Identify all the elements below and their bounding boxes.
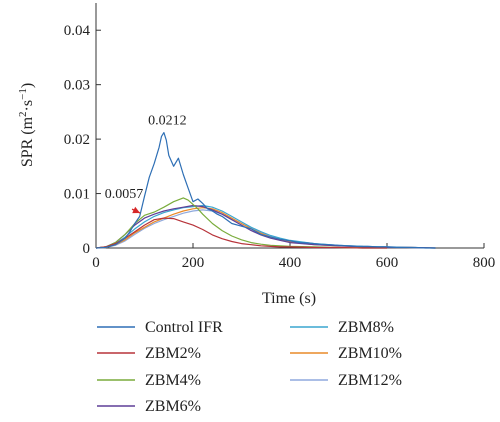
- y-tick-label: 0.02: [64, 132, 90, 148]
- legend-label: ZBM4%: [145, 372, 201, 389]
- x-axis-title: Time (s): [262, 290, 316, 307]
- annotation-peak-label: 0.0212: [148, 114, 187, 129]
- annotation-arrow-head: [132, 206, 141, 214]
- legend-label: ZBM8%: [338, 319, 394, 336]
- x-tick-label: 200: [182, 255, 205, 271]
- y-tick-label: 0.04: [64, 23, 91, 39]
- series-lines: [95, 132, 436, 249]
- y-axis-title-mid: ·s: [19, 100, 36, 112]
- legend-label: ZBM10%: [338, 345, 402, 362]
- y-axis-title-main: SPR (m: [19, 116, 36, 167]
- y-tick-label: 0: [83, 241, 91, 257]
- y-axis-title: SPR (m2·s−1): [17, 83, 36, 167]
- series-line-control-ifr: [95, 132, 436, 249]
- legend-label: Control IFR: [145, 319, 223, 336]
- series-line-zbm12: [95, 209, 436, 249]
- legend-label: ZBM12%: [338, 372, 402, 389]
- y-axis-title-sup1: 2: [17, 111, 29, 117]
- y-tick-label: 0.01: [64, 187, 90, 203]
- series-line-zbm10: [95, 207, 436, 249]
- x-tick-label: 0: [92, 255, 100, 271]
- y-axis-title-sup2: −1: [17, 88, 29, 100]
- legend: Control IFR ZBM2% ZBM4% ZBM6% ZBM8% ZBM10% ZBM…: [97, 319, 402, 415]
- x-tick-label: 400: [279, 255, 302, 271]
- y-tick-label: 0.03: [64, 78, 90, 94]
- series-line-zbm6: [95, 204, 436, 249]
- annotation-arrow-label: 0.0057: [105, 187, 144, 202]
- legend-label: ZBM6%: [145, 398, 201, 415]
- x-tick-label: 800: [473, 255, 496, 271]
- y-axis-title-end: ): [19, 83, 36, 88]
- series-line-zbm2: [95, 217, 387, 249]
- legend-label: ZBM2%: [145, 345, 201, 362]
- ticks: 0 200 400 600 800 0 0.01 0.02 0.03 0.04: [64, 23, 496, 271]
- annotations: 0.0212 0.0057: [105, 114, 187, 214]
- x-tick-label: 600: [376, 255, 399, 271]
